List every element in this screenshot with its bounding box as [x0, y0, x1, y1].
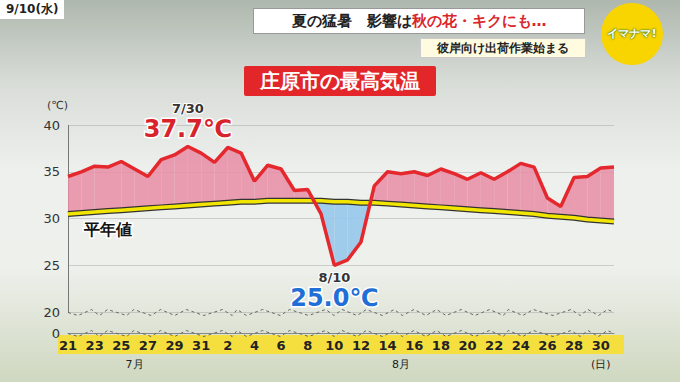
svg-text:2: 2 [223, 338, 232, 353]
svg-text:22: 22 [485, 338, 503, 353]
svg-text:25: 25 [43, 258, 60, 273]
svg-text:4: 4 [250, 338, 259, 353]
svg-text:10: 10 [325, 338, 343, 353]
html-text:イマナマ!: イマナマ! [607, 27, 657, 40]
svg-text:8: 8 [303, 338, 312, 353]
html-text:夏の猛暑 影響は秋の花・キクにも…: 夏の猛暑 影響は秋の花・キクにも… [291, 12, 547, 30]
svg-text:23: 23 [86, 338, 104, 353]
svg-text:12: 12 [352, 338, 370, 353]
svg-text:14: 14 [379, 338, 397, 353]
svg-text:(℃): (℃) [47, 99, 68, 112]
svg-text:平年値: 平年値 [83, 220, 132, 239]
svg-text:20: 20 [43, 305, 60, 320]
svg-text:21: 21 [59, 338, 77, 353]
svg-text:25.0℃: 25.0℃ [290, 284, 378, 312]
svg-text:37.7℃: 37.7℃ [144, 115, 232, 143]
svg-text:30: 30 [592, 338, 610, 353]
svg-text:(日): (日) [591, 358, 611, 371]
svg-text:0: 0 [51, 325, 60, 341]
svg-text:40: 40 [43, 118, 60, 133]
svg-text:8月: 8月 [392, 358, 410, 371]
svg-text:26: 26 [538, 338, 556, 353]
html-text:9/10(水): 9/10(水) [6, 2, 59, 16]
svg-text:31: 31 [192, 338, 210, 353]
svg-text:20: 20 [458, 338, 476, 353]
svg-text:35: 35 [43, 164, 60, 179]
svg-text:25: 25 [112, 338, 130, 353]
svg-text:8/10: 8/10 [318, 270, 350, 285]
svg-text:30: 30 [43, 211, 60, 226]
svg-text:24: 24 [512, 338, 530, 353]
svg-text:29: 29 [165, 338, 183, 353]
svg-text:18: 18 [432, 338, 450, 353]
html-text:彼岸向け出荷作業始まる: 彼岸向け出荷作業始まる [437, 41, 569, 55]
svg-text:7/30: 7/30 [172, 101, 204, 116]
svg-text:6: 6 [277, 338, 286, 353]
svg-text:27: 27 [139, 338, 157, 353]
svg-text:16: 16 [405, 338, 423, 353]
svg-text:28: 28 [565, 338, 583, 353]
svg-text:7月: 7月 [126, 358, 144, 371]
svg-text:庄原市の最高気温: 庄原市の最高気温 [259, 69, 420, 93]
